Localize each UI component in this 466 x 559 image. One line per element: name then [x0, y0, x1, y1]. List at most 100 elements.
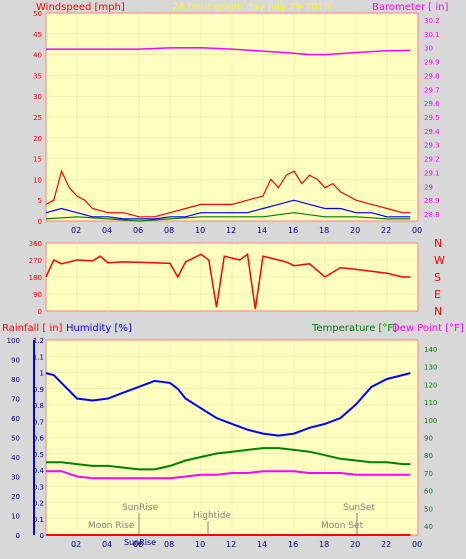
compass-label: E — [434, 288, 441, 301]
climate-x-tick: 10 — [195, 540, 205, 549]
humidity-tick: 100 — [7, 337, 20, 345]
wind-x-tick: 14 — [257, 226, 267, 235]
wind-x-tick: 18 — [319, 226, 329, 235]
wind-x-tick: 02 — [71, 226, 81, 235]
rain-tick: 0.1 — [33, 516, 44, 524]
windspeed-axis-title: Windspeed [mph] — [36, 2, 125, 13]
temp-tick: 130 — [424, 364, 437, 372]
temp-tick: 100 — [424, 417, 437, 425]
humidity-tick: 60 — [11, 415, 20, 423]
barometer-tick: 29.7 — [424, 86, 440, 94]
direction-tick: 360 — [29, 240, 42, 248]
temp-tick: 120 — [424, 381, 437, 389]
compass-label: S — [434, 271, 441, 284]
sunrise-label: SunRise — [122, 503, 159, 513]
wind-gust-line — [45, 169, 411, 218]
rain-tick: 1 — [40, 370, 44, 378]
direction-tick: 90 — [33, 291, 42, 299]
direction-tick: 0 — [38, 308, 42, 316]
wind-x-tick: 12 — [226, 226, 236, 235]
rainfall-axis-title: Rainfall [ in] — [2, 323, 63, 334]
barometer-tick: 29.4 — [424, 128, 440, 136]
rain-tick: 0.7 — [33, 418, 44, 426]
wind-x-tick: 00 — [412, 226, 422, 235]
wind-min-line — [45, 212, 411, 222]
humidity-tick: 0 — [16, 532, 20, 540]
windspeed-tick: 50 — [33, 10, 42, 18]
windspeed-tick: 15 — [33, 156, 42, 164]
humidity-tick: 20 — [11, 493, 20, 501]
windspeed-tick: 10 — [33, 176, 42, 184]
wind-x-tick: 20 — [350, 226, 360, 235]
barometer-tick: 28.8 — [424, 211, 440, 219]
climate-x-tick: 18 — [319, 540, 329, 549]
barometer-tick: 30.1 — [424, 31, 440, 39]
wind-x-tick: 16 — [288, 226, 298, 235]
windspeed-tick: 0 — [38, 218, 42, 226]
compass-label: N — [434, 305, 442, 318]
temperature-axis-title: Temperature [°F] — [311, 323, 397, 334]
barometer-tick: 30.2 — [424, 17, 440, 25]
windspeed-tick: 40 — [33, 52, 42, 60]
barometer-tick: 29 — [424, 183, 433, 191]
rain-tick: 0.6 — [33, 435, 45, 443]
climate-x-tick: 00 — [412, 540, 422, 549]
moonrise-label: Moon Rise — [88, 521, 135, 531]
wind-avg-line — [45, 199, 411, 220]
humidity-line — [45, 372, 411, 437]
climate-x-tick: 12 — [226, 540, 236, 549]
windspeed-tick: 30 — [33, 93, 42, 101]
climate-x-tick: 16 — [288, 540, 298, 549]
barometer-tick: 30 — [424, 45, 433, 53]
chart-title: 24 hour graph day July 29 2019 — [172, 2, 331, 13]
temperature-line — [46, 447, 411, 471]
direction-tick: 270 — [29, 257, 42, 265]
temp-tick: 60 — [424, 488, 433, 496]
humidity-tick: 50 — [11, 435, 20, 443]
climate-x-tick: 02 — [71, 540, 81, 549]
climate-x-tick: 08 — [164, 540, 174, 549]
humidity-tick: 10 — [11, 513, 20, 521]
humidity-tick: 40 — [11, 454, 20, 462]
climate-x-tick: 14 — [257, 540, 267, 549]
barometer-tick: 29.5 — [424, 114, 440, 122]
windspeed-tick: 5 — [38, 197, 42, 205]
dewpoint-axis-title: Dew Point [°F] — [392, 323, 464, 334]
barometer-line — [46, 46, 411, 56]
rain-tick: 0 — [40, 532, 44, 540]
dew-point-line — [46, 470, 411, 480]
temp-tick: 40 — [424, 523, 433, 531]
windspeed-tick: 45 — [33, 31, 42, 39]
rain-tick: 0.3 — [33, 483, 44, 491]
temp-tick: 90 — [424, 435, 433, 443]
rain-tick: 0.5 — [33, 451, 44, 459]
moonset-label: Moon Set — [321, 521, 364, 531]
rain-tick: 0.2 — [33, 500, 44, 508]
temp-tick: 110 — [424, 399, 437, 407]
humidity-tick: 80 — [11, 376, 20, 384]
barometer-tick: 29.3 — [424, 142, 440, 150]
humidity-tick: 90 — [11, 357, 20, 365]
barometer-tick: 28.9 — [424, 197, 440, 205]
wind-x-tick: 10 — [195, 226, 205, 235]
rain-tick: 1.1 — [33, 353, 44, 361]
windspeed-tick: 25 — [33, 114, 42, 122]
rain-tick: 0.9 — [33, 386, 44, 394]
wind-x-tick: 22 — [381, 226, 391, 235]
wind-x-tick: 06 — [133, 226, 143, 235]
windspeed-tick: 35 — [33, 72, 42, 80]
temp-tick: 70 — [424, 470, 433, 478]
compass-label: N — [434, 237, 442, 250]
wind-direction-line — [45, 252, 411, 310]
rain-tick: 0.4 — [33, 467, 45, 475]
barometer-tick: 29.2 — [424, 156, 440, 164]
climate-x-tick: 22 — [381, 540, 391, 549]
hightide-label: Hightide — [193, 511, 231, 521]
climate-x-tick: 04 — [102, 540, 112, 549]
barometer-tick: 29.1 — [424, 169, 440, 177]
temp-tick: 140 — [424, 346, 437, 354]
barometer-axis-title: Barometer [ in] — [372, 2, 448, 13]
temp-tick: 50 — [424, 505, 433, 513]
wind-x-tick: 04 — [102, 226, 112, 235]
